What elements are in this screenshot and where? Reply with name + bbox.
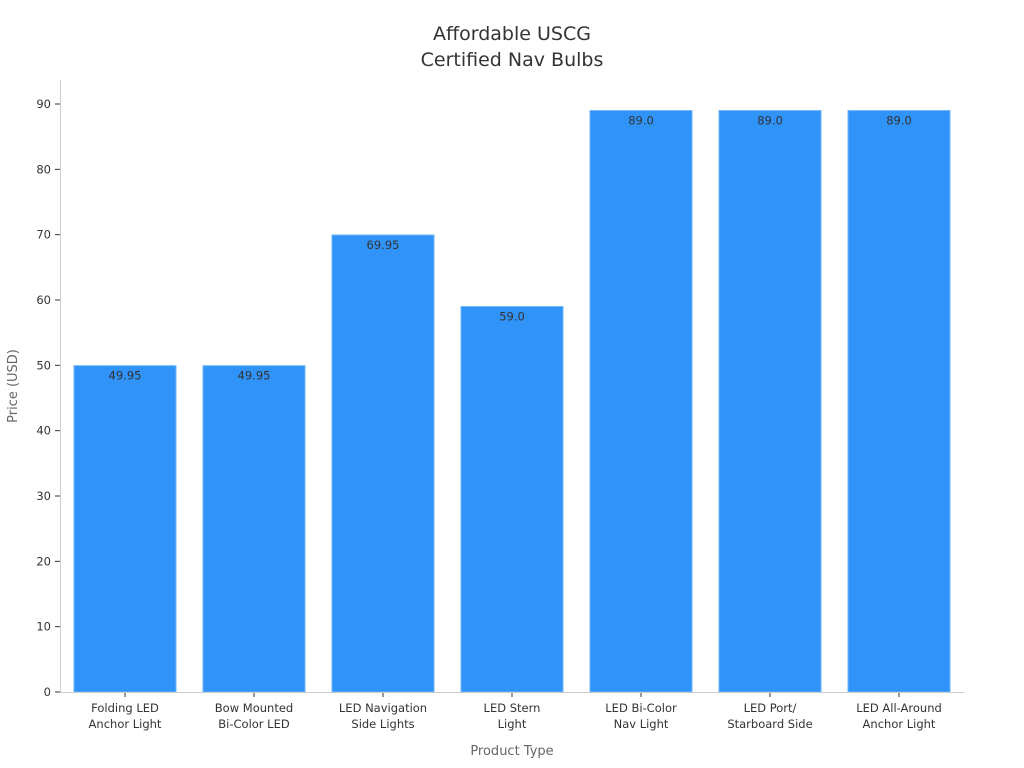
bar xyxy=(202,365,306,693)
y-tick-label: 0 xyxy=(44,685,51,699)
x-tick-label: Anchor Light xyxy=(89,717,162,731)
y-tick-label: 10 xyxy=(36,620,51,634)
x-axis-label: Product Type xyxy=(470,744,553,759)
data-label: 89.0 xyxy=(628,114,654,128)
data-label: 89.0 xyxy=(757,114,783,128)
bar xyxy=(847,110,951,693)
x-tick-label: LED Bi-Color xyxy=(605,701,677,715)
x-tick-label: Nav Light xyxy=(614,717,669,731)
chart-title-line-1: Affordable USCG xyxy=(433,23,591,45)
y-tick-label: 70 xyxy=(36,228,51,242)
y-tick-label: 40 xyxy=(36,424,51,438)
x-tick-label: LED All-Around xyxy=(856,701,942,715)
x-tick-label: Light xyxy=(498,717,527,731)
x-tick-label: Folding LED xyxy=(91,701,159,715)
y-tick-label: 90 xyxy=(36,97,51,111)
x-tick-label: Bow Mounted xyxy=(215,701,293,715)
data-label: 49.95 xyxy=(238,369,271,383)
y-axis-label: Price (USD) xyxy=(6,349,21,423)
bar xyxy=(460,306,564,693)
x-tick-label: Starboard Side xyxy=(727,717,812,731)
data-label: 69.95 xyxy=(367,238,400,252)
y-tick-label: 50 xyxy=(36,358,51,372)
data-label: 49.95 xyxy=(109,369,142,383)
data-label: 89.0 xyxy=(886,114,912,128)
x-tick-label: LED Port/ xyxy=(744,701,797,715)
data-label: 59.0 xyxy=(499,310,525,324)
y-tick-label: 20 xyxy=(36,554,51,568)
x-tick-label: LED Stern xyxy=(484,701,541,715)
x-tick-label: LED Navigation xyxy=(339,701,427,715)
x-tick-label: Bi-Color LED xyxy=(218,717,290,731)
y-tick-label: 30 xyxy=(36,489,51,503)
bar xyxy=(331,234,435,693)
bar xyxy=(73,365,177,693)
y-tick-label: 60 xyxy=(36,293,51,307)
x-tick-label: Anchor Light xyxy=(863,717,936,731)
x-tick-label: Side Lights xyxy=(351,717,414,731)
bar xyxy=(718,110,822,693)
bar xyxy=(589,110,693,693)
y-tick-label: 80 xyxy=(36,162,51,176)
chart-title-line-2: Certified Nav Bulbs xyxy=(421,49,604,71)
